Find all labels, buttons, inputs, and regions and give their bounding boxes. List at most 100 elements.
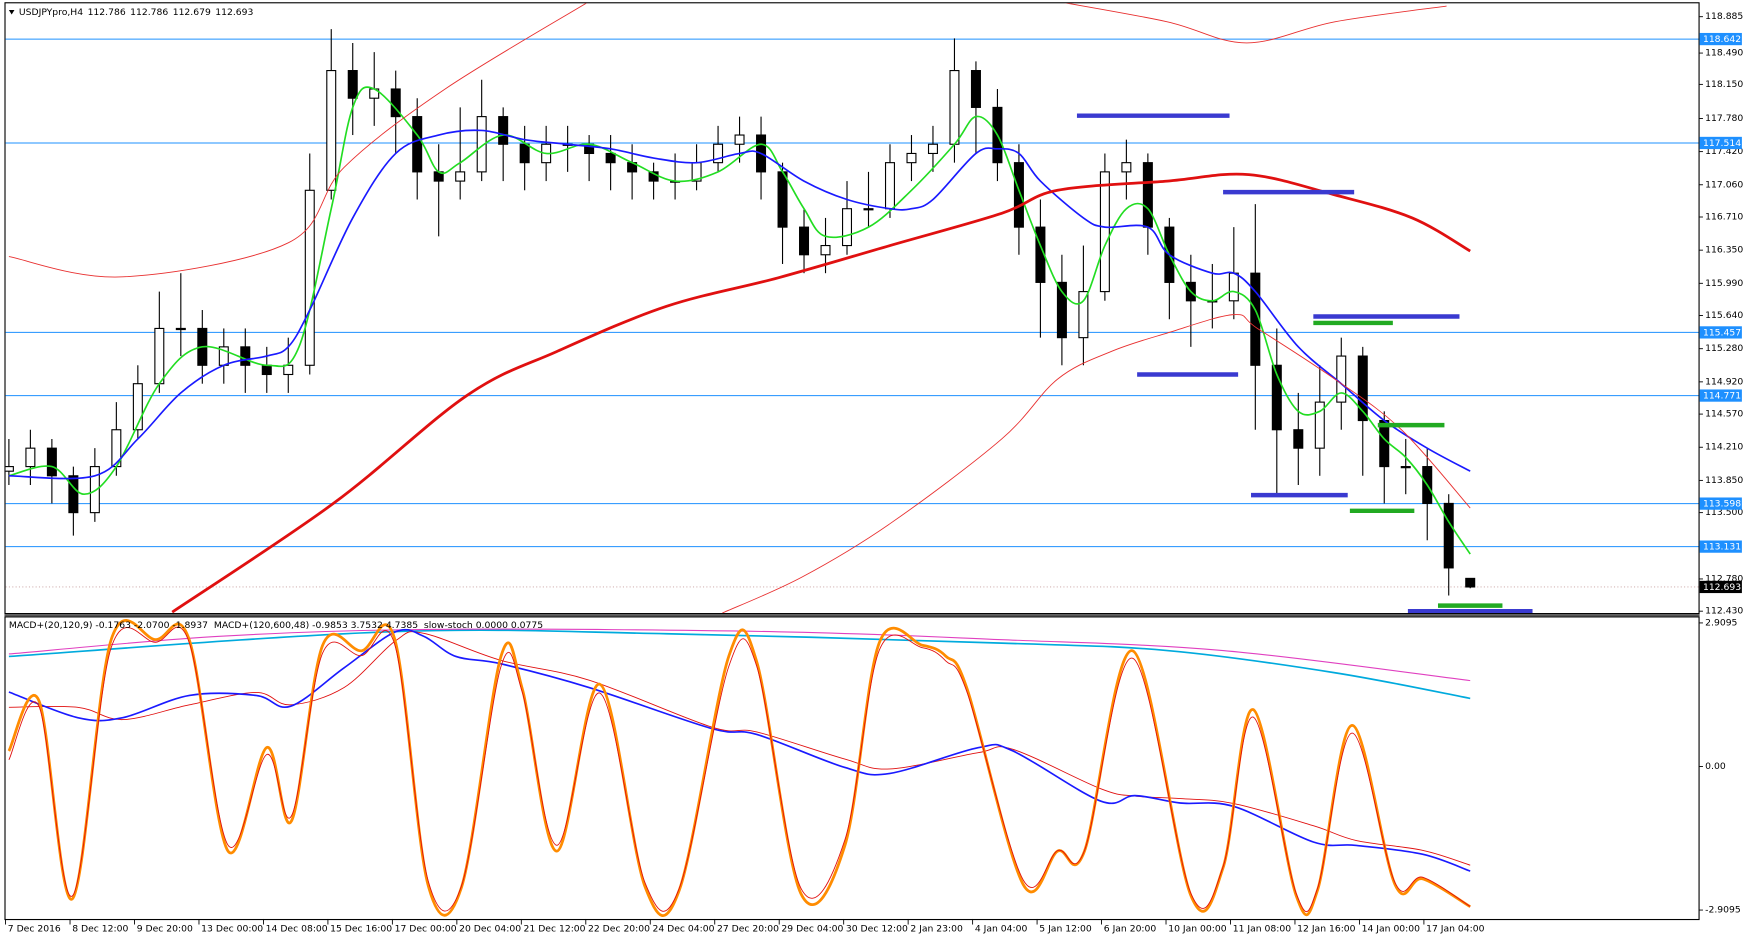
level-label: 114.771	[1703, 391, 1741, 402]
candle-body	[863, 208, 874, 211]
x-tick-label: 22 Dec 20:00	[588, 923, 650, 934]
y-tick-label: 113.850	[1705, 475, 1743, 486]
candle-body	[713, 143, 724, 164]
x-tick-label: 4 Jan 04:00	[975, 923, 1028, 934]
x-tick-label: 14 Jan 00:00	[1362, 923, 1420, 934]
x-tick-label: 27 Dec 20:00	[717, 923, 779, 934]
candle-body	[1443, 502, 1454, 569]
y-tick-label: 118.490	[1705, 48, 1743, 59]
x-tick-label: 17 Jan 04:00	[1426, 923, 1484, 934]
x-tick-label: 21 Dec 12:00	[524, 923, 586, 934]
indicator-header: MACD+(20,120,9) -0.1763 -2.0700 -1.8937 …	[9, 620, 543, 631]
level-label-box	[1699, 497, 1742, 510]
candle-body	[261, 364, 272, 376]
x-tick-label: 13 Dec 00:00	[201, 923, 263, 934]
candle-body	[1099, 171, 1110, 293]
y-tick-label: 114.210	[1705, 442, 1743, 453]
indicator-line	[171, 172, 1471, 614]
candle-body	[154, 327, 165, 385]
level-label-box	[1699, 326, 1742, 339]
candle-body	[68, 475, 79, 514]
y-tick-label: 118.885	[1705, 11, 1743, 22]
indicator-line	[8, 129, 1471, 480]
axes: 118.885 118.490 118.150 117.780 117.420 117.0…	[5, 11, 1743, 934]
candle-body	[1142, 162, 1153, 228]
y-tick-label: 115.990	[1705, 278, 1743, 289]
candle-body	[1465, 577, 1476, 588]
candle-body	[1078, 291, 1089, 339]
x-tick-label: 2 Jan 23:00	[910, 923, 963, 934]
current-price-box	[1699, 580, 1742, 594]
y-tick-label: 117.060	[1705, 179, 1743, 190]
y-tick-label: -2.9095	[1705, 905, 1741, 916]
x-tick-label: 29 Dec 04:00	[781, 923, 843, 934]
candle-body	[1293, 429, 1304, 449]
candle-body	[46, 447, 57, 477]
candle-body	[970, 70, 981, 108]
candle-body	[1228, 272, 1239, 302]
candle-body	[175, 327, 186, 331]
y-tick-label: 114.920	[1705, 376, 1743, 387]
x-tick-label: 30 Dec 12:00	[846, 923, 908, 934]
level-label-box	[1699, 540, 1742, 553]
indicator-line	[8, 626, 1471, 913]
level-label-box	[1699, 389, 1742, 402]
y-tick-label: 116.350	[1705, 245, 1743, 256]
header-open: 112.786	[88, 7, 126, 18]
candle-body	[884, 162, 895, 210]
indicator-line	[8, 86, 1471, 555]
level-label: 113.131	[1703, 542, 1741, 553]
candle-body	[842, 208, 853, 247]
x-tick-label: 20 Dec 04:00	[459, 923, 521, 934]
candle-body	[519, 143, 530, 164]
candle-body	[1336, 355, 1347, 403]
indicator-line	[8, 3, 1447, 278]
y-tick-label: 115.640	[1705, 310, 1743, 321]
level-label: 117.514	[1703, 138, 1741, 149]
candle-body	[1379, 419, 1390, 468]
x-tick-label: 5 Jan 12:00	[1039, 923, 1092, 934]
candle-body	[605, 152, 616, 164]
x-tick-label: 12 Jan 16:00	[1297, 923, 1355, 934]
candle-body	[304, 189, 315, 366]
menu-arrow[interactable]	[8, 10, 15, 15]
candle-body	[1056, 281, 1067, 339]
y-tick-label: 2.9095	[1705, 617, 1737, 628]
level-label: 115.457	[1703, 327, 1741, 338]
candle-body	[799, 226, 810, 256]
symbol: USDJPYpro,H4	[19, 7, 83, 18]
candle-body	[25, 447, 36, 468]
y-tick-label: 117.780	[1705, 113, 1743, 124]
header-close: 112.693	[215, 7, 253, 18]
level-label-box	[1699, 32, 1742, 46]
indicator-line	[8, 628, 1471, 872]
candle-body	[927, 143, 938, 155]
candle-body	[777, 171, 788, 228]
x-tick-label: 7 Dec 2016	[8, 923, 61, 934]
x-tick-label: 14 Dec 08:00	[266, 923, 328, 934]
level-label: 118.642	[1703, 34, 1741, 45]
x-tick-label: 8 Dec 12:00	[72, 923, 128, 934]
candle-body	[1013, 162, 1024, 228]
y-tick-label: 113.500	[1705, 507, 1743, 518]
candle-body	[347, 70, 358, 99]
indicator-plot	[7, 619, 1471, 917]
indicator-line	[8, 628, 1471, 682]
y-tick-label: 116.710	[1705, 212, 1743, 223]
candle-body	[498, 116, 509, 145]
header-low: 112.679	[173, 7, 211, 18]
current-price-label: 112.693	[1703, 582, 1741, 593]
candle-body	[1357, 355, 1368, 422]
y-tick-label: 112.430	[1705, 606, 1743, 617]
y-tick-label: 0.00	[1705, 761, 1726, 772]
main-plot	[5, 3, 1699, 614]
y-tick-label: 118.150	[1705, 79, 1743, 90]
y-tick-label: 112.780	[1705, 573, 1743, 584]
candle-body	[906, 152, 917, 164]
x-tick-label: 6 Jan 20:00	[1104, 923, 1157, 934]
chart-header: USDJPYpro,H4 112.786 112.786 112.679 112.693	[19, 7, 254, 18]
y-tick-label: 114.570	[1705, 409, 1743, 420]
header-high: 112.786	[130, 7, 168, 18]
